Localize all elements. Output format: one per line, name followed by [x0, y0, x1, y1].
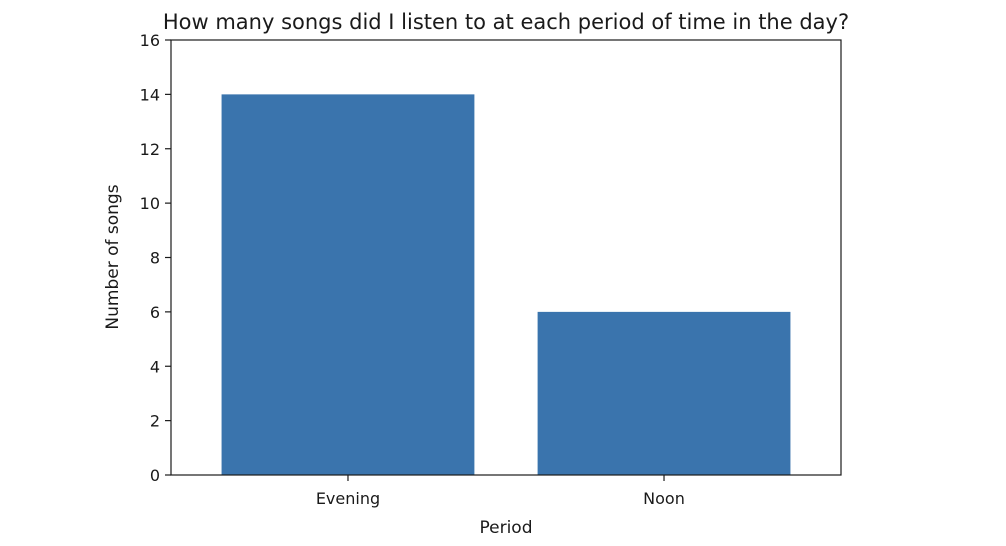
y-tick-label: 4: [150, 357, 160, 376]
x-axis-label: Period: [479, 518, 532, 538]
x-tick-label: Evening: [316, 489, 380, 508]
y-tick-label: 14: [140, 85, 160, 104]
y-axis-label: Number of songs: [103, 184, 123, 329]
y-tick-label: 8: [150, 249, 160, 268]
chart-title: How many songs did I listen to at each p…: [163, 10, 849, 34]
y-tick-label: 16: [140, 31, 160, 50]
x-tick-label: Noon: [643, 489, 685, 508]
bars-group: [221, 94, 791, 475]
y-axis-ticks: 0 2 4 6 8 10 12 14 16: [140, 31, 171, 485]
bar-evening: [221, 94, 475, 475]
y-tick-label: 2: [150, 412, 160, 431]
x-axis-ticks: Evening Noon: [316, 475, 685, 508]
y-tick-label: 6: [150, 303, 160, 322]
y-tick-label: 12: [140, 140, 160, 159]
y-tick-label: 10: [140, 194, 160, 213]
plot-frame: [170, 39, 842, 476]
bar-noon: [537, 311, 791, 475]
y-tick-label: 0: [150, 466, 160, 485]
